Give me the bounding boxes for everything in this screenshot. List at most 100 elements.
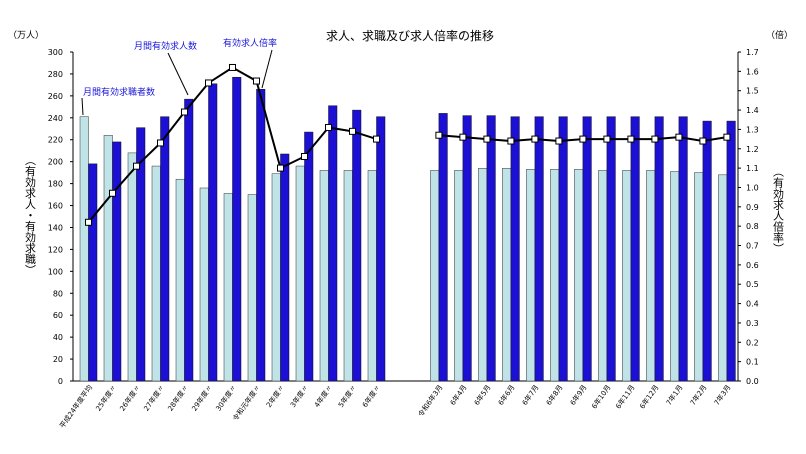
left-tick-label: 40 <box>53 333 63 342</box>
right-tick-label: 0.5 <box>746 280 759 289</box>
left-axis-label: （有効求人・有効求職） <box>24 155 37 276</box>
ratio-point <box>675 133 683 141</box>
bar-jobseekers <box>151 165 161 382</box>
bar-jobseekers <box>550 169 560 382</box>
right-axis-unit: （倍） <box>766 29 793 41</box>
ratio-point <box>507 137 515 145</box>
ratio-point <box>579 135 587 143</box>
ratio-point <box>435 131 443 139</box>
bar-jobseekers <box>718 174 728 382</box>
bar-openings <box>328 105 338 382</box>
left-tick-label: 0 <box>58 377 63 386</box>
ratio-point <box>157 139 164 147</box>
bar-openings <box>136 127 146 382</box>
left-tick-label: 60 <box>53 311 63 320</box>
right-tick-label: 0.8 <box>746 222 759 231</box>
left-tick-label: 280 <box>48 70 63 79</box>
bar-openings <box>280 153 290 382</box>
ratio-point <box>723 133 731 141</box>
bar-openings <box>726 120 736 382</box>
bar-openings <box>376 116 386 382</box>
right-tick-label: 0.1 <box>746 358 759 367</box>
bar-openings <box>184 98 194 382</box>
left-tick-label: 80 <box>53 289 63 298</box>
left-tick-label: 120 <box>48 245 63 254</box>
right-tick-label: 0.0 <box>746 377 759 386</box>
left-tick-label: 260 <box>48 92 63 101</box>
bar-jobseekers <box>103 135 113 382</box>
left-tick-label: 100 <box>48 267 63 276</box>
annotation-jobseekers-leader <box>81 97 84 116</box>
bar-jobseekers <box>223 193 233 382</box>
bar-jobseekers <box>79 116 89 382</box>
bar-openings <box>702 120 712 382</box>
ratio-point <box>651 135 659 143</box>
annotation-openings: 月間有効求人数 <box>134 40 197 52</box>
right-tick-label: 1.7 <box>746 48 759 57</box>
ratio-point <box>229 63 236 71</box>
ratio-point <box>349 127 356 135</box>
bar-series <box>79 76 736 382</box>
left-tick-label: 160 <box>48 202 63 211</box>
bar-openings <box>256 89 266 382</box>
left-tick-label: 140 <box>48 223 63 232</box>
bar-jobseekers <box>574 169 584 382</box>
right-tick-label: 1.4 <box>746 106 759 115</box>
bar-openings <box>630 116 640 382</box>
right-axis-label: （有効求人倍率） <box>772 166 785 254</box>
left-tick-label: 300 <box>48 48 63 57</box>
bar-jobseekers <box>694 172 704 382</box>
annotations: 月間有効求職者数 月間有効求人数 有効求人倍率 <box>81 37 277 116</box>
bar-openings <box>208 83 218 382</box>
bar-jobseekers <box>430 170 440 382</box>
right-tick-label: 1.3 <box>746 125 759 134</box>
ratio-point <box>483 135 491 143</box>
bar-jobseekers <box>502 167 512 382</box>
ratio-point <box>133 162 140 170</box>
bar-jobseekers <box>127 152 137 382</box>
right-tick-label: 1.6 <box>746 67 759 76</box>
bar-jobseekers <box>367 170 377 382</box>
bar-jobseekers <box>199 187 209 382</box>
ratio-point <box>205 79 212 87</box>
right-tick-label: 1.1 <box>746 164 759 173</box>
bar-jobseekers <box>175 178 185 382</box>
right-tick-label: 0.2 <box>746 338 759 347</box>
right-tick-label: 0.3 <box>746 319 759 328</box>
bar-openings <box>510 116 520 382</box>
bar-openings <box>534 116 544 382</box>
left-tick-label: 20 <box>53 355 63 364</box>
ratio-point <box>301 153 308 161</box>
axis-tick-labels: 0 20 40 60 80 100 120 140 160 180 200 220 240 260 280 3… <box>48 48 759 386</box>
left-tick-label: 220 <box>48 136 63 145</box>
bar-jobseekers <box>598 170 608 382</box>
bar-jobseekers <box>526 169 536 382</box>
right-tick-label: 0.7 <box>746 242 759 251</box>
bar-jobseekers <box>478 167 488 382</box>
bar-openings <box>462 115 472 382</box>
ratio-point <box>325 123 332 131</box>
bar-openings <box>582 116 592 382</box>
bar-openings <box>232 76 242 382</box>
left-tick-label: 200 <box>48 158 63 167</box>
bar-openings <box>606 116 616 382</box>
right-tick-label: 0.9 <box>746 203 759 212</box>
bar-openings <box>304 131 314 382</box>
bar-openings <box>160 116 170 382</box>
chart-title: 求人、求職及び求人倍率の推移 <box>326 28 494 43</box>
bar-openings <box>352 109 362 382</box>
ratio-point <box>277 164 284 172</box>
ratio-point <box>699 137 707 145</box>
annotation-openings-leader <box>167 52 189 96</box>
bar-jobseekers <box>295 165 305 382</box>
bar-jobseekers <box>670 171 680 382</box>
ratio-point <box>459 133 467 141</box>
bar-openings <box>654 116 664 382</box>
ratio-line-series <box>85 63 731 226</box>
right-tick-label: 0.4 <box>746 300 759 309</box>
annotation-ratio: 有効求人倍率 <box>223 37 277 49</box>
bar-jobseekers <box>343 170 353 382</box>
ratio-point <box>627 135 635 143</box>
right-tick-label: 1.5 <box>746 87 759 96</box>
